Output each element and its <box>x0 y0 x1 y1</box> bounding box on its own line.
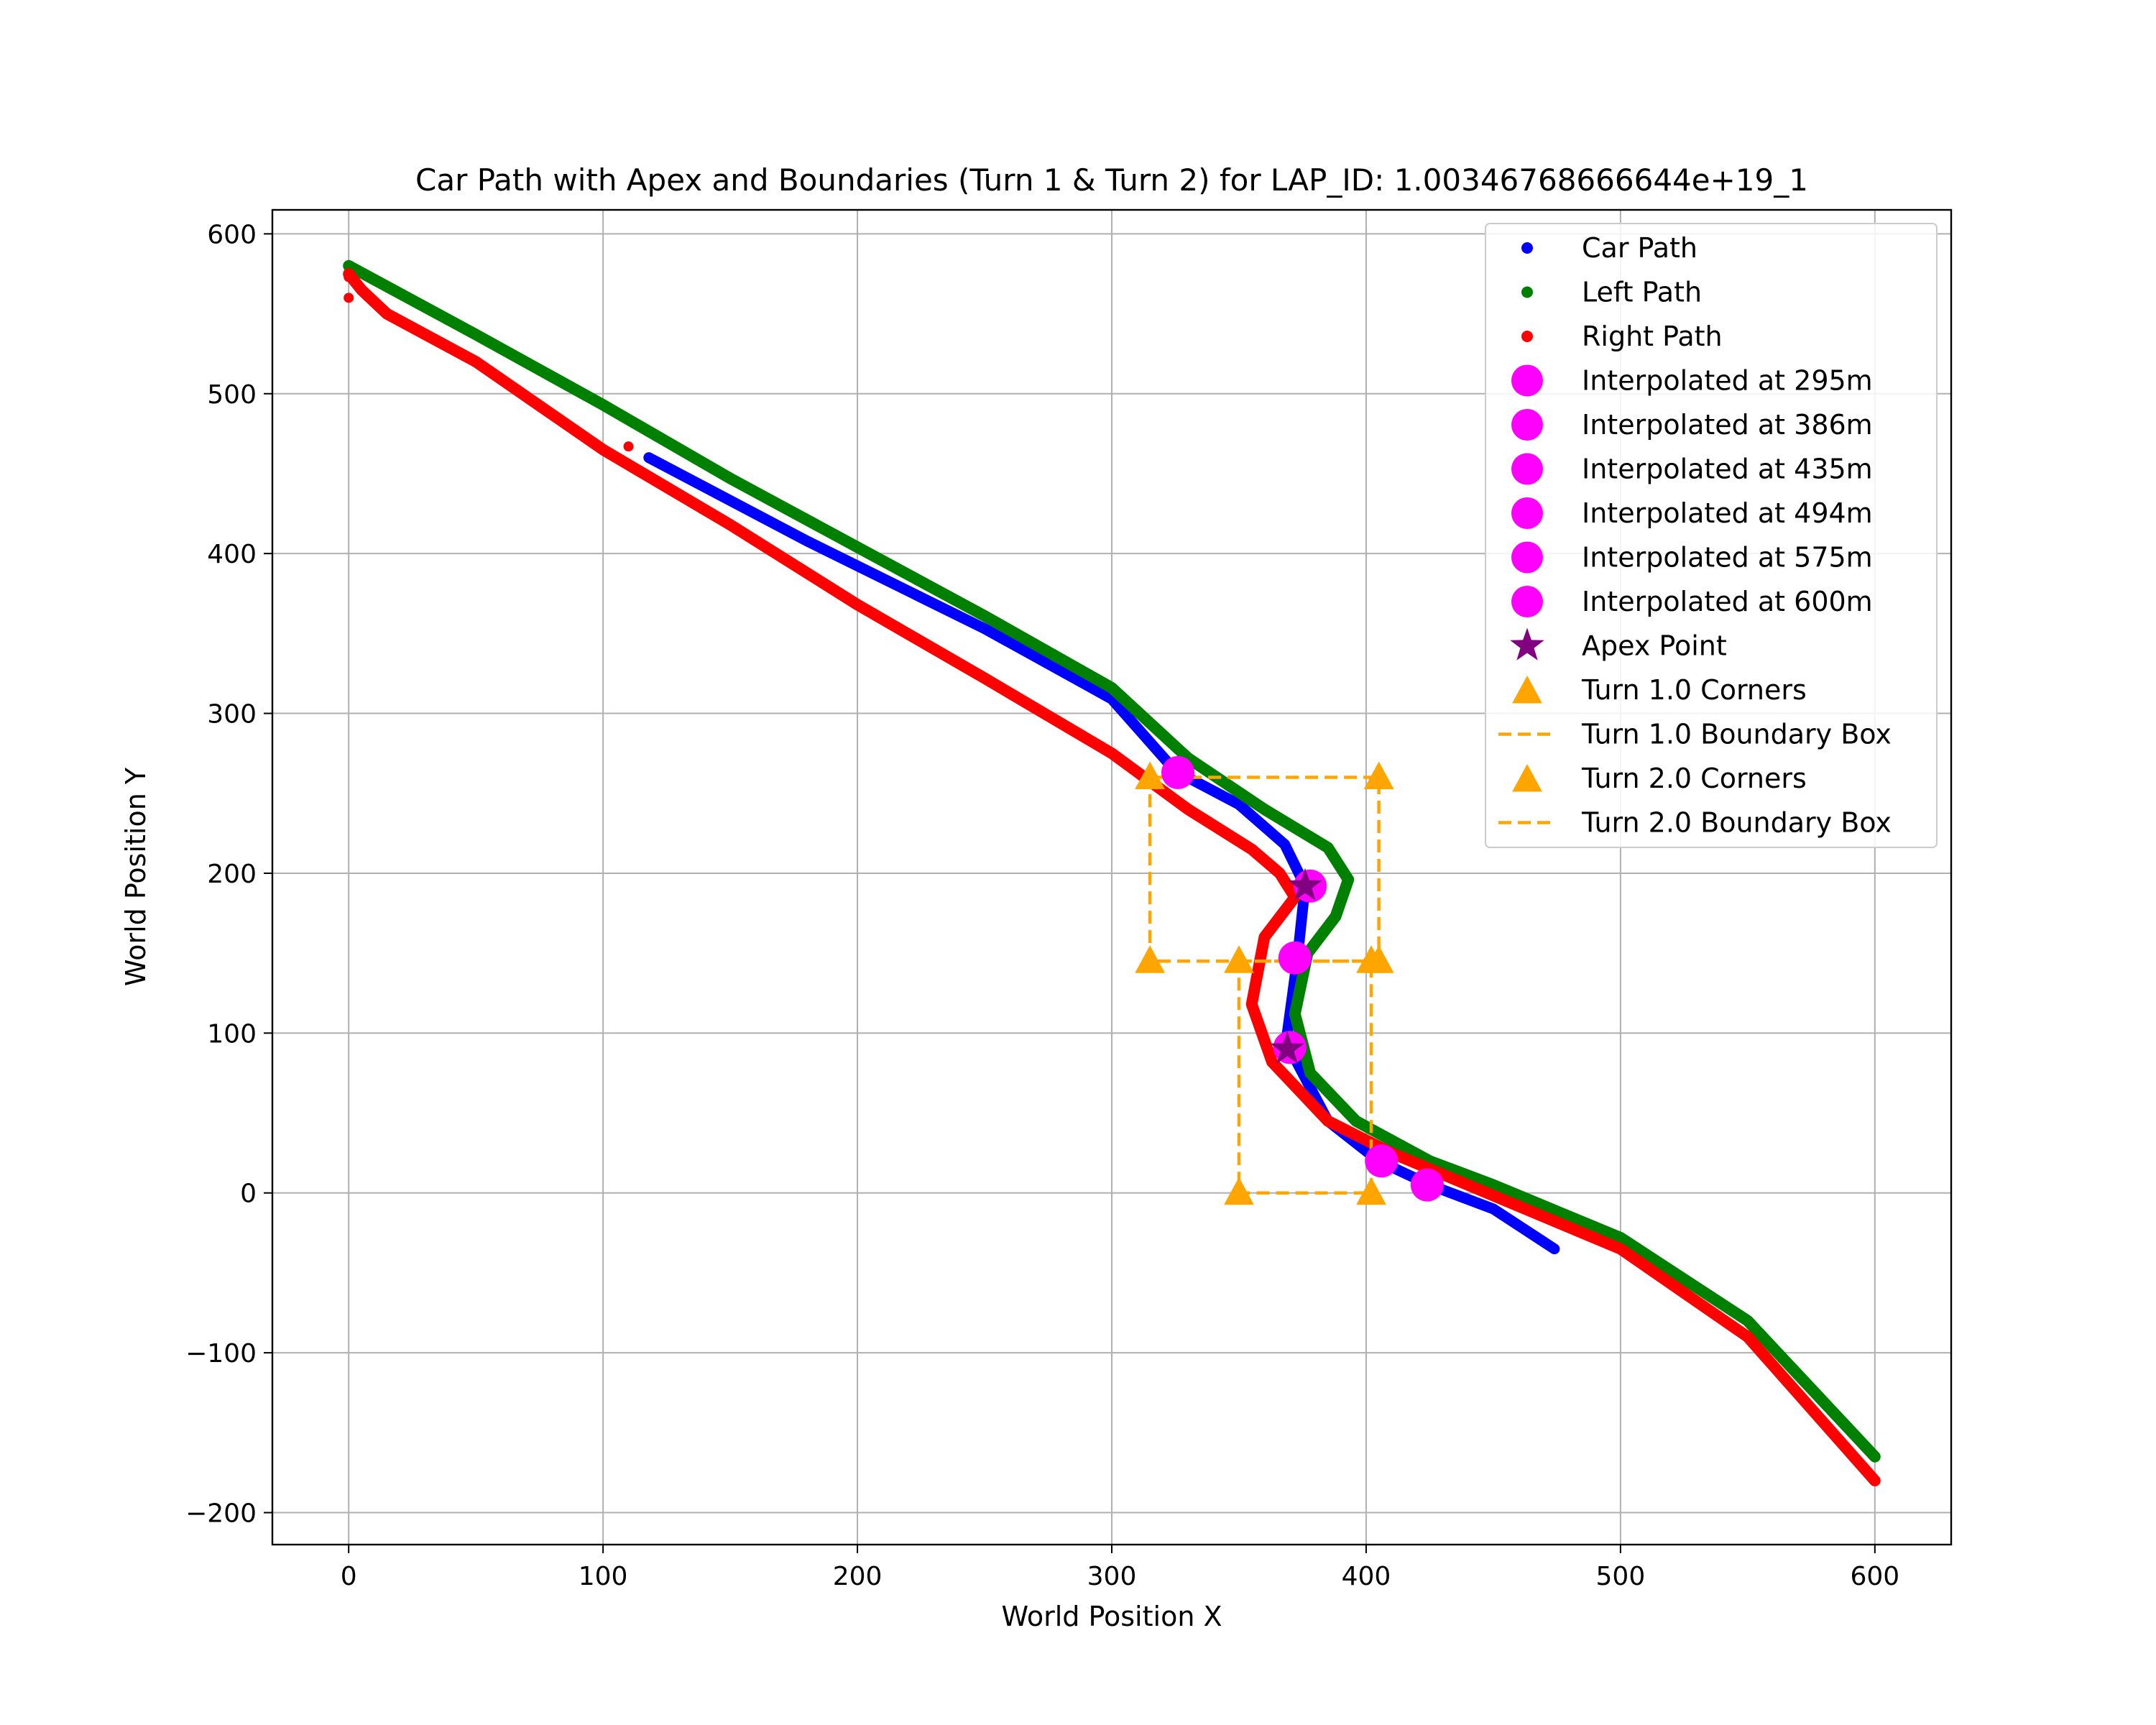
legend-label: Apex Point <box>1582 630 1727 662</box>
car-path-line <box>643 452 1560 1255</box>
legend-label: Interpolated at 295m <box>1582 365 1873 397</box>
legend-label: Interpolated at 494m <box>1582 497 1873 529</box>
turn-2-corner-marker <box>1356 1177 1386 1205</box>
axis-ticks: 0 100 200 300 400 500 600 −200 −100 0 100 200 300 400… <box>185 220 1899 1591</box>
y-tick-label: −200 <box>185 1499 257 1529</box>
y-tick-label: 300 <box>207 700 257 730</box>
legend-circle-marker <box>1511 364 1543 397</box>
legend-item: Interpolated at 386m <box>1511 409 1873 441</box>
legend-label: Turn 2.0 Boundary Box <box>1581 807 1892 839</box>
legend-item: Interpolated at 575m <box>1511 541 1873 574</box>
legend-dot-marker <box>1521 331 1533 342</box>
y-tick-label: 100 <box>207 1019 257 1049</box>
legend-circle-marker <box>1511 586 1543 617</box>
turn-1-corner-marker <box>1135 761 1165 790</box>
left-path-line <box>343 259 1881 1463</box>
legend-label: Interpolated at 435m <box>1582 454 1873 485</box>
legend-label: Right Path <box>1582 321 1723 352</box>
interpolated-point <box>1365 1144 1399 1178</box>
legend-item: Turn 1.0 Corners <box>1512 674 1807 706</box>
legend-circle-marker <box>1511 409 1543 441</box>
legend-circle-marker <box>1511 453 1543 485</box>
legend-item: Turn 1.0 Boundary Box <box>1498 719 1892 750</box>
legend: Car Path Left Path Right Path Interpolated … <box>1485 223 1938 848</box>
y-tick-label: 600 <box>207 220 257 249</box>
turn-2-corner-marker <box>1356 945 1386 973</box>
legend-item: Car Path <box>1521 232 1697 264</box>
legend-item: Apex Point <box>1510 627 1727 662</box>
legend-star-marker <box>1510 627 1544 661</box>
right-path-point <box>344 293 354 303</box>
legend-label: Interpolated at 386m <box>1582 409 1873 441</box>
legend-box <box>1485 223 1938 848</box>
legend-circle-marker <box>1511 497 1543 529</box>
turn-1-corner-marker <box>1135 945 1165 973</box>
legend-label: Interpolated at 575m <box>1582 542 1873 574</box>
legend-item: Interpolated at 494m <box>1511 497 1873 529</box>
legend-label: Left Path <box>1582 277 1702 308</box>
x-tick-label: 0 <box>341 1562 357 1591</box>
y-tick-label: −100 <box>185 1339 257 1368</box>
x-tick-label: 400 <box>1342 1562 1391 1591</box>
x-tick-label: 300 <box>1087 1562 1137 1591</box>
legend-label: Turn 1.0 Boundary Box <box>1581 719 1892 750</box>
legend-item: Right Path <box>1521 321 1723 352</box>
x-tick-label: 100 <box>579 1562 628 1591</box>
y-tick-label: 0 <box>240 1179 257 1209</box>
right-path-point <box>623 441 634 452</box>
x-tick-label: 500 <box>1596 1562 1646 1591</box>
interpolated-point <box>1410 1168 1444 1202</box>
right-path-point <box>344 272 354 282</box>
legend-item: Turn 2.0 Boundary Box <box>1498 807 1892 839</box>
legend-item: Interpolated at 295m <box>1511 364 1873 397</box>
apex-point-star <box>1288 868 1322 901</box>
y-tick-label: 500 <box>207 380 257 410</box>
legend-dot-marker <box>1521 242 1533 254</box>
y-axis-label: World Position Y <box>120 767 152 986</box>
turn-2-corner-marker <box>1224 1177 1254 1205</box>
legend-label: Turn 2.0 Corners <box>1581 763 1807 794</box>
legend-item: Left Path <box>1521 277 1702 308</box>
turn-2-boundary-box <box>1237 960 1373 1195</box>
x-tick-label: 200 <box>833 1562 883 1591</box>
interpolated-point <box>1278 941 1312 975</box>
legend-label: Car Path <box>1582 232 1697 264</box>
interpolated-point <box>1161 755 1195 789</box>
y-tick-label: 400 <box>207 540 257 569</box>
apex-point-star <box>1270 1031 1304 1064</box>
turn-2-corner-marker <box>1224 945 1254 973</box>
chart-title: Car Path with Apex and Boundaries (Turn … <box>415 162 1808 198</box>
legend-dot-marker <box>1521 286 1533 298</box>
plot-data <box>343 259 1881 1486</box>
legend-item: Interpolated at 600m <box>1511 586 1873 617</box>
legend-label: Turn 1.0 Corners <box>1581 674 1807 706</box>
legend-triangle-marker <box>1512 764 1542 792</box>
legend-triangle-marker <box>1512 676 1542 704</box>
grid <box>272 210 1951 1545</box>
y-tick-label: 200 <box>207 860 257 889</box>
x-tick-label: 600 <box>1850 1562 1899 1591</box>
legend-circle-marker <box>1511 541 1543 574</box>
turn-1-corner-marker <box>1363 761 1394 790</box>
legend-item: Turn 2.0 Corners <box>1512 763 1807 794</box>
legend-item: Interpolated at 435m <box>1511 453 1873 485</box>
x-axis-label: World Position X <box>1001 1601 1222 1632</box>
legend-label: Interpolated at 600m <box>1582 586 1873 617</box>
